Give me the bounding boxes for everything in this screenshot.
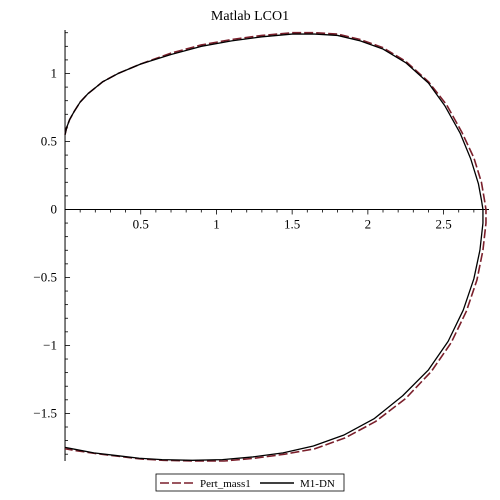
legend: Pert_mass1 M1-DN (155, 473, 345, 492)
chart-title: Matlab LCO1 (211, 9, 289, 24)
series-layer (64, 31, 487, 462)
x-tick-label: 1.5 (284, 216, 300, 231)
legend-label: M1-DN (300, 478, 335, 490)
legend-label: Pert_mass1 (200, 478, 251, 490)
axes: 0.5 1 1.5 2 2.5 1 0.5 0 −0.5 −1 −1.5 (33, 30, 489, 461)
y-tick-label: −1 (43, 337, 57, 352)
series-line-m1-dn (64, 33, 484, 461)
legend-box (155, 473, 345, 492)
x-tick-label: 2.5 (435, 216, 451, 231)
y-tick-label: 1 (51, 66, 58, 81)
x-tick-label: 1 (213, 216, 220, 231)
x-tick-label: 2 (365, 216, 372, 231)
y-tick-label: 0.5 (41, 133, 57, 148)
x-tick-label: 0.5 (133, 216, 149, 231)
series-line-pert-mass1 (64, 31, 487, 462)
y-tick-label: −1.5 (33, 405, 57, 420)
y-tick-label: −0.5 (33, 269, 57, 284)
y-tick-label: 0 (51, 201, 58, 216)
